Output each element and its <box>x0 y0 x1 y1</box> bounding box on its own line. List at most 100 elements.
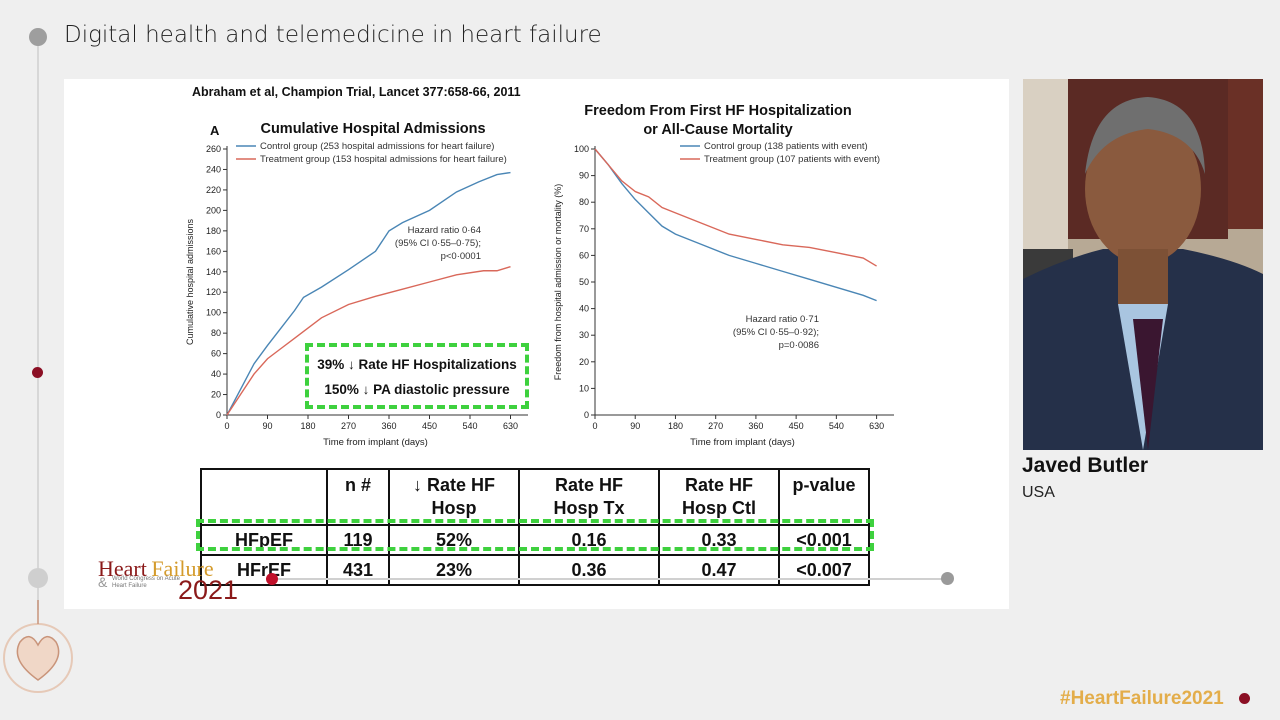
chart-legend-label: Control group (138 patients with event) <box>704 141 868 152</box>
chart-annotation: Hazard ratio 0·64 <box>408 225 481 236</box>
chart-y-tick-label: 80 <box>579 197 589 207</box>
heart-ornament-icon <box>3 600 73 693</box>
chart-series-line <box>226 265 511 416</box>
chart-annotation: (95% CI 0·55–0·75); <box>395 238 481 249</box>
chart-x-tick-label: 90 <box>630 421 640 431</box>
chart-annotation: Hazard ratio 0·71 <box>746 314 819 325</box>
chart-x-tick-label: 270 <box>341 421 356 431</box>
chart-y-tick-label: 30 <box>579 330 589 340</box>
chart-x-tick-label: 630 <box>503 421 518 431</box>
chart-y-tick-label: 20 <box>211 390 221 400</box>
video-progress-track[interactable] <box>272 578 948 580</box>
chart-legend-label: Treatment group (153 hospital admissions… <box>260 154 507 165</box>
chart-y-tick-label: 160 <box>206 246 221 256</box>
chart-series-line <box>594 148 877 267</box>
results-table-wrap: n # ↓ Rate HF Hosp Rate HF Hosp Tx Rate HF… <box>196 468 874 586</box>
speaker-silhouette-icon <box>1023 79 1263 450</box>
chart-y-tick-label: 180 <box>206 226 221 236</box>
chart-y-tick-label: 10 <box>579 383 589 393</box>
logo-word-failure: Failure <box>151 556 214 581</box>
table-cell: 431 <box>326 554 390 586</box>
chart-x-tick-label: 360 <box>748 421 763 431</box>
chart-annotation: p=0·0086 <box>779 340 819 351</box>
table-header-cell <box>200 468 328 526</box>
chart-legend-label: Control group (253 hospital admissions f… <box>260 141 494 152</box>
table-header-cell: n # <box>326 468 390 526</box>
chart-legend-label: Treatment group (107 patients with event… <box>704 154 880 165</box>
speaker-video <box>1023 79 1263 450</box>
chart-annotation: (95% CI 0·55–0·92); <box>733 327 819 338</box>
chart-title: Freedom From First HF Hospitalization <box>584 103 851 119</box>
table-row: HFpEF 119 52% 0.16 0.33 <0.001 <box>200 524 870 556</box>
chart-x-tick-label: 360 <box>381 421 396 431</box>
chart-x-tick-label: 0 <box>224 421 229 431</box>
video-progress-end <box>941 572 954 585</box>
chart-x-tick-label: 180 <box>300 421 315 431</box>
chart-y-tick-label: 100 <box>574 144 589 154</box>
chart-y-tick-label: 0 <box>584 410 589 420</box>
callout-line-1: 39% ↓ Rate HF Hospitalizations <box>317 357 517 372</box>
logo-year: 2021 <box>178 575 239 605</box>
chart-x-tick-label: 540 <box>462 421 477 431</box>
chart-y-tick-label: 90 <box>579 171 589 181</box>
chart-y-tick-label: 200 <box>206 205 221 215</box>
chart-title: or All-Cause Mortality <box>643 122 792 138</box>
chart-x-tick-label: 90 <box>262 421 272 431</box>
chart-y-tick-label: 140 <box>206 267 221 277</box>
chart-x-tick-label: 180 <box>668 421 683 431</box>
table-header-row: n # ↓ Rate HF Hosp Rate HF Hosp Tx Rate HF… <box>200 468 870 526</box>
charts-area: Abraham et al, Champion Trial, Lancet 37… <box>185 85 894 448</box>
citation: Abraham et al, Champion Trial, Lancet 37… <box>192 85 521 99</box>
timeline-current-dot <box>32 367 43 378</box>
chart-series-line <box>594 148 877 302</box>
logo-subtitle: World Congress on Acute Heart Failure <box>112 576 180 589</box>
heart-failure-2021-logo: Heart Failure & World Congress on Acute … <box>98 556 238 605</box>
chart-x-tick-label: 540 <box>829 421 844 431</box>
results-table: n # ↓ Rate HF Hosp Rate HF Hosp Tx Rate HF… <box>200 468 870 586</box>
chart-y-tick-label: 70 <box>579 224 589 234</box>
chart-title: Cumulative Hospital Admissions <box>260 121 485 137</box>
slide-title: Digital health and telemedicine in heart… <box>64 22 602 48</box>
table-cell: <0.007 <box>778 554 870 586</box>
speaker-country: USA <box>1022 484 1055 501</box>
logo-word-heart: Heart <box>98 556 147 581</box>
chart-y-tick-label: 120 <box>206 287 221 297</box>
timeline-start-dot <box>29 28 47 46</box>
chart-annotation: p<0·0001 <box>441 251 481 262</box>
table-header-cell: Rate HF Hosp Ctl <box>658 468 780 526</box>
table-header-cell: ↓ Rate HF Hosp <box>388 468 520 526</box>
chart-y-tick-label: 100 <box>206 308 221 318</box>
chart-y-tick-label: 40 <box>579 304 589 314</box>
chart-x-tick-label: 630 <box>869 421 884 431</box>
chart-y-tick-label: 20 <box>579 357 589 367</box>
chart-y-tick-label: 0 <box>216 410 221 420</box>
speaker-name: Javed Butler <box>1022 454 1149 477</box>
table-cell: 52% <box>388 524 520 556</box>
table-cell: 0.47 <box>658 554 780 586</box>
chart-y-tick-label: 50 <box>579 277 589 287</box>
slide-content: Abraham et al, Champion Trial, Lancet 37… <box>64 79 1009 609</box>
chart-y-axis-label: Freedom from hospital admission or morta… <box>553 184 563 381</box>
chart-y-tick-label: 40 <box>211 369 221 379</box>
timeline-line <box>37 40 39 610</box>
chart-y-tick-label: 240 <box>206 164 221 174</box>
chart-x-tick-label: 270 <box>708 421 723 431</box>
table-cell: 23% <box>388 554 520 586</box>
table-header-cell: p-value <box>778 468 870 526</box>
chart-x-axis-label: Time from implant (days) <box>690 437 795 448</box>
callout-box: 39% ↓ Rate HF Hospitalizations 150% ↓ PA… <box>305 343 529 409</box>
video-progress-handle[interactable] <box>266 573 278 585</box>
table-cell: HFrEF <box>200 554 328 586</box>
table-cell: <0.001 <box>778 524 870 556</box>
table-cell: 119 <box>326 524 390 556</box>
chart-x-tick-label: 450 <box>789 421 804 431</box>
event-hashtag: #HeartFailure2021 <box>1060 688 1224 709</box>
chart-series-line <box>226 171 511 416</box>
callout-line-2: 150% ↓ PA diastolic pressure <box>324 382 510 397</box>
chart-y-tick-label: 220 <box>206 185 221 195</box>
chart-y-tick-label: 60 <box>211 349 221 359</box>
table-header-cell: Rate HF Hosp Tx <box>518 468 660 526</box>
chart-panel-label: A <box>210 123 220 138</box>
chart-y-tick-label: 260 <box>206 144 221 154</box>
chart-x-tick-label: 450 <box>422 421 437 431</box>
